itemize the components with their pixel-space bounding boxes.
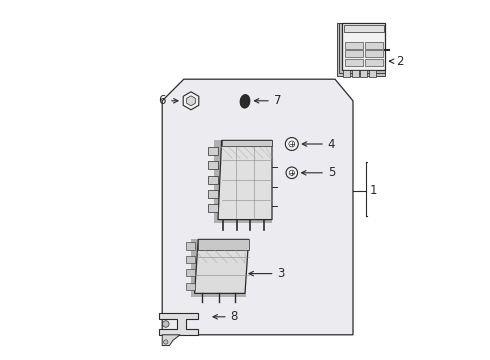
- Circle shape: [289, 141, 294, 147]
- Bar: [221, 140, 272, 146]
- Text: 8: 8: [213, 310, 238, 323]
- Bar: [208, 161, 218, 169]
- Bar: [344, 25, 384, 32]
- Polygon shape: [187, 96, 196, 106]
- Circle shape: [163, 321, 169, 327]
- Bar: [186, 269, 195, 276]
- Bar: [365, 50, 383, 57]
- Bar: [215, 140, 272, 223]
- Bar: [365, 59, 383, 66]
- Text: 1: 1: [369, 184, 377, 197]
- Circle shape: [286, 167, 297, 179]
- Bar: [360, 70, 368, 77]
- Polygon shape: [159, 313, 198, 335]
- Text: 2: 2: [390, 55, 404, 68]
- Bar: [343, 70, 350, 77]
- Bar: [339, 23, 386, 73]
- Bar: [191, 239, 245, 297]
- Polygon shape: [240, 95, 250, 108]
- Bar: [208, 176, 218, 184]
- Polygon shape: [183, 92, 199, 110]
- Bar: [337, 23, 386, 76]
- Circle shape: [164, 340, 168, 344]
- Bar: [369, 70, 376, 77]
- Bar: [208, 190, 218, 198]
- Bar: [345, 59, 363, 66]
- Polygon shape: [162, 79, 353, 335]
- Text: 6: 6: [159, 94, 178, 107]
- Bar: [186, 243, 195, 250]
- Circle shape: [289, 170, 294, 175]
- Bar: [345, 42, 363, 49]
- Bar: [208, 204, 218, 212]
- Bar: [342, 23, 386, 70]
- Text: 7: 7: [254, 94, 281, 107]
- Bar: [208, 147, 218, 155]
- Polygon shape: [195, 239, 248, 293]
- Bar: [186, 256, 195, 263]
- Polygon shape: [218, 140, 272, 220]
- Bar: [345, 50, 363, 57]
- Circle shape: [285, 138, 298, 150]
- Bar: [352, 70, 359, 77]
- Text: 5: 5: [301, 166, 335, 179]
- Polygon shape: [162, 335, 180, 346]
- Text: 4: 4: [302, 138, 335, 150]
- Bar: [365, 42, 383, 49]
- Bar: [186, 283, 195, 290]
- Bar: [198, 239, 248, 250]
- Text: 3: 3: [249, 267, 285, 280]
